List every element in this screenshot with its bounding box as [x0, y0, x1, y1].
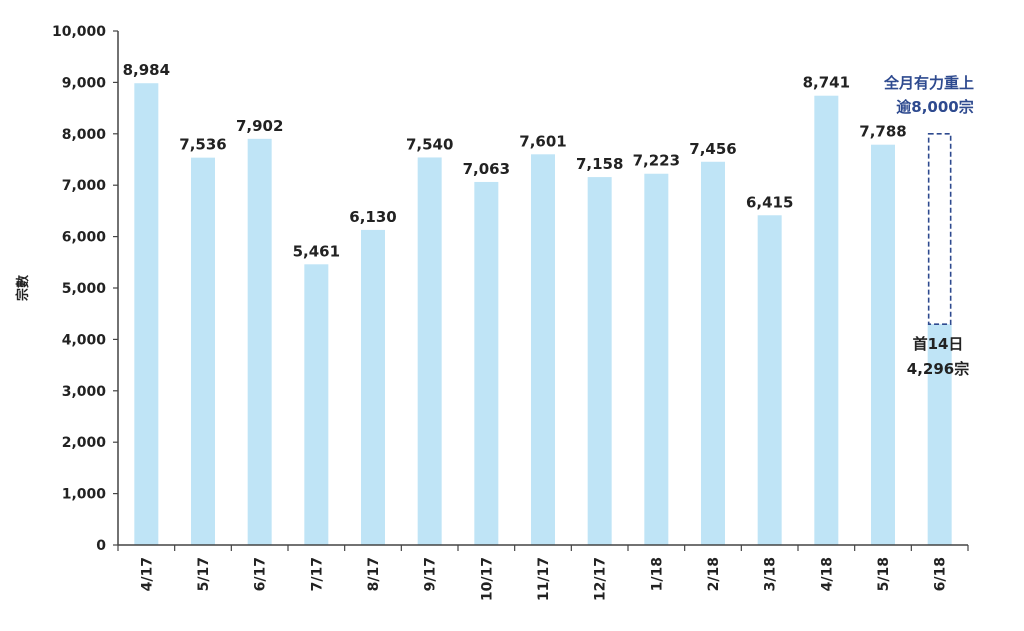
data-label: 5,461: [293, 242, 340, 260]
x-tick-label: 10/17: [479, 557, 495, 601]
x-tick-label: 5/18: [876, 557, 892, 591]
data-label: 7,902: [236, 117, 283, 135]
data-label: 7,788: [859, 123, 906, 141]
bar: [587, 177, 612, 545]
data-label: 8,984: [123, 61, 170, 79]
y-tick-label: 9,000: [62, 75, 107, 91]
data-label: 7,223: [633, 152, 680, 170]
x-tick-label: 8/17: [366, 557, 382, 591]
data-label: 7,601: [519, 132, 566, 150]
y-tick-label: 4,000: [62, 332, 107, 348]
data-label: 7,540: [406, 135, 453, 153]
projection-annotation-line2: 逾8,000宗: [896, 98, 973, 116]
bar: [701, 161, 725, 545]
bar: [644, 173, 669, 545]
bar: [304, 264, 329, 545]
data-label: 7,158: [576, 155, 623, 173]
y-tick-label: 3,000: [62, 384, 107, 400]
bar: [871, 144, 895, 546]
y-tick-label: 1,000: [62, 487, 107, 503]
x-tick-label: 9/17: [423, 557, 439, 591]
bar: [247, 138, 272, 545]
x-tick-label: 2/18: [706, 557, 722, 591]
y-tick-label: 8,000: [62, 127, 107, 143]
y-tick-label: 10,000: [52, 24, 106, 40]
x-axis-tick-marks: [117, 545, 969, 551]
y-tick-label: 6,000: [62, 230, 107, 246]
partial-month-annotation-line1: 首14日: [913, 335, 964, 353]
data-label: 8,741: [803, 74, 850, 92]
data-label: 7,536: [179, 136, 226, 154]
bar: [417, 157, 442, 545]
x-tick-label: 4/18: [819, 557, 835, 591]
data-label: 7,063: [463, 160, 510, 178]
y-tick-label: 0: [96, 538, 106, 554]
data-label: 6,130: [349, 208, 396, 226]
data-label: 6,415: [746, 193, 793, 211]
y-tick-label: 2,000: [62, 435, 107, 451]
bar: [191, 157, 215, 545]
bar: [474, 181, 499, 546]
y-axis-ticks: 0 1,000 2,000 3,000 4,000 5,000 6,000 7,000 8,00…: [52, 24, 118, 554]
bar: [814, 95, 839, 546]
bar: [927, 324, 952, 545]
bar: [134, 83, 159, 545]
y-tick-label: 5,000: [62, 281, 107, 297]
x-tick-label: 3/18: [763, 557, 779, 591]
bar: [531, 154, 555, 545]
projection-dashed-box: [927, 133, 952, 325]
x-tick-label: 7/17: [309, 557, 325, 591]
x-tick-label: 12/17: [593, 557, 609, 601]
x-tick-label: 11/17: [536, 557, 552, 601]
x-tick-label: 5/17: [196, 557, 212, 591]
data-labels: 8,984 7,536 7,902 5,461 6,130 7,540 7,063 7,601…: [123, 61, 907, 260]
bar: [757, 215, 782, 546]
x-tick-label: 1/18: [649, 557, 665, 591]
x-tick-label: 4/17: [139, 557, 155, 591]
bars: [134, 83, 952, 546]
partial-month-annotation-line2: 4,296宗: [907, 360, 969, 378]
bar: [361, 229, 385, 545]
y-tick-label: 7,000: [62, 178, 107, 194]
x-tick-label: 6/17: [253, 557, 269, 591]
y-axis-label: 宗數: [15, 275, 31, 301]
x-tick-label: 6/18: [933, 557, 949, 591]
projection-annotation-line1: 全月有力重上: [883, 74, 974, 92]
x-axis-ticks: 4/17 5/17 6/17 7/17 8/17 9/17 10/17 11/17 12/17 1…: [139, 557, 948, 601]
data-label: 7,456: [689, 140, 736, 158]
